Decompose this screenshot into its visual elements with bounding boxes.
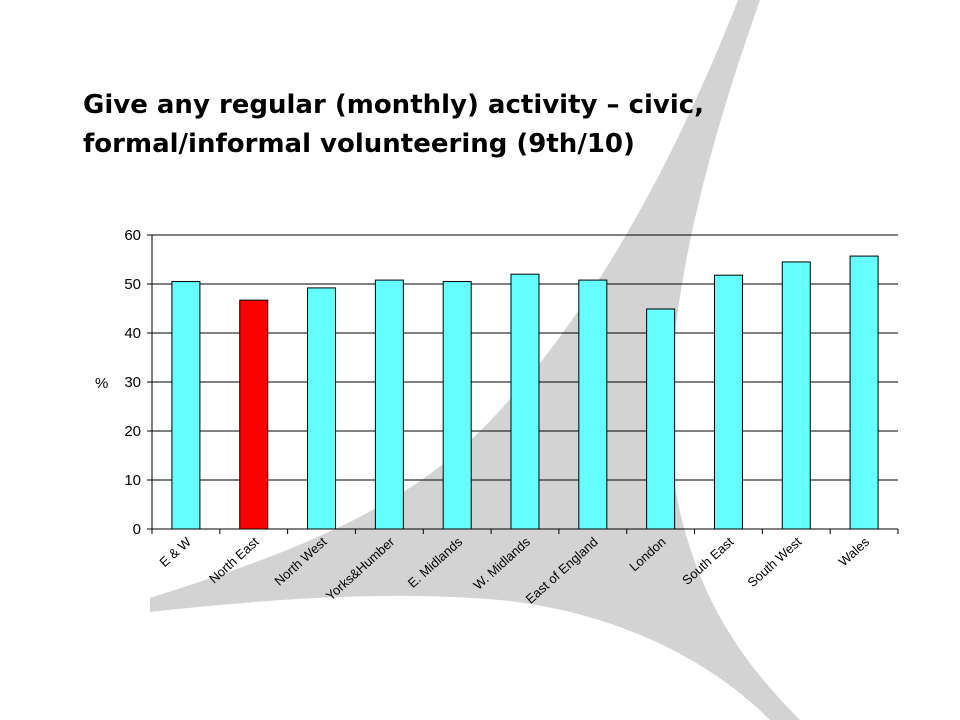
y-axis-label: % — [95, 375, 108, 392]
x-tick-label: London — [626, 534, 668, 574]
title-line-1: Give any regular (monthly) activity – ci… — [83, 90, 705, 120]
y-tick-labels: 0 10 20 30 40 50 60 — [124, 227, 141, 538]
y-tick-label: 10 — [124, 472, 141, 489]
x-tick-label: E & W — [156, 534, 194, 570]
bar — [849, 255, 879, 530]
bar — [713, 274, 743, 530]
bar — [171, 281, 201, 530]
y-tick-label: 0 — [133, 521, 141, 538]
x-tick-label: North West — [271, 534, 329, 589]
bar — [781, 261, 811, 530]
bar — [239, 299, 269, 530]
x-tick-label: W. Midlands — [470, 534, 533, 593]
x-tick-label: Yorks&Humber — [323, 534, 398, 604]
bar — [442, 281, 472, 530]
bar — [307, 287, 337, 530]
x-tick-label: South West — [744, 534, 804, 590]
x-tick-label: E. Midlands — [405, 534, 466, 591]
bar — [510, 273, 540, 530]
slide-title: Give any regular (monthly) activity – ci… — [83, 86, 704, 164]
bars — [171, 255, 879, 530]
title-line-2: formal/informal volunteering (9th/10) — [83, 129, 635, 159]
y-tick-label: 50 — [124, 276, 141, 293]
bar — [374, 279, 404, 530]
x-tick-label: East of England — [523, 534, 601, 607]
x-tick-label: South East — [679, 534, 737, 588]
y-tick-label: 40 — [124, 325, 141, 342]
bar — [646, 308, 676, 530]
y-tick-label: 30 — [124, 374, 141, 391]
y-tick-label: 20 — [124, 423, 141, 440]
x-tick-label: Wales — [836, 534, 873, 569]
x-tick-label: North East — [206, 534, 262, 587]
bar — [578, 279, 608, 530]
y-tick-label: 60 — [124, 227, 141, 244]
